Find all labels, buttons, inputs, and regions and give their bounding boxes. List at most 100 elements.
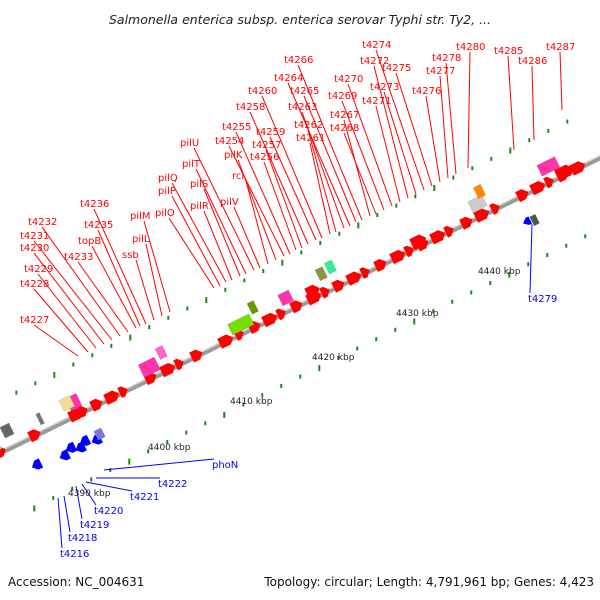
gene-label-t4260: t4260 (248, 86, 277, 97)
outer-dot (72, 362, 75, 367)
leader-line (81, 483, 97, 506)
map-title: Salmonella enterica subsp. enterica sero… (109, 12, 491, 27)
accession-label: Accession: NC_004631 (8, 575, 144, 589)
forward-gene-arrow (0, 446, 6, 458)
inner-dot (280, 383, 283, 388)
feature-box (314, 266, 328, 282)
leader-line (41, 226, 121, 337)
gene-label-phoN: phoN (212, 460, 238, 471)
leader-line (33, 252, 105, 345)
gene-label-t4227: t4227 (20, 315, 49, 326)
gene-label-t4235: t4235 (84, 220, 113, 231)
gene-label-t4279: t4279 (528, 294, 557, 305)
gene-label-t4266: t4266 (284, 55, 313, 66)
gene-label-t4276: t4276 (412, 86, 441, 97)
reverse-gene-arrow (59, 449, 71, 461)
feature-box (467, 194, 488, 213)
leader-line (425, 95, 441, 183)
leader-line (265, 149, 303, 249)
gene-label-t4272: t4272 (360, 56, 389, 67)
leader-line (85, 481, 133, 492)
gene-label-t4254: t4254 (215, 136, 244, 147)
leader-line (343, 119, 371, 217)
leader-line (235, 131, 291, 255)
feature-box (323, 259, 337, 275)
gene-label-t4228: t4228 (20, 279, 49, 290)
inner-dot (451, 299, 454, 304)
outer-dot (357, 222, 360, 229)
gene-label-pilP: pilP (158, 186, 176, 197)
forward-gene-arrow (489, 203, 500, 215)
inner-dot (337, 355, 340, 360)
gene-label-topB: topB (78, 236, 101, 247)
feature-box (277, 289, 295, 307)
reverse-gene-arrow (523, 216, 533, 225)
outer-dot (129, 334, 132, 341)
leader-line (341, 100, 385, 211)
leader-line (135, 259, 155, 321)
inner-dot (33, 505, 36, 512)
inner-dot (166, 439, 169, 444)
outer-dot (452, 175, 455, 180)
leader-line (103, 458, 215, 471)
forward-gene-arrow (429, 230, 446, 245)
leader-line (309, 142, 331, 235)
outer-dot (53, 371, 56, 378)
forward-gene-arrow (261, 312, 278, 328)
outer-dot (224, 287, 227, 292)
inner-dot (375, 337, 378, 342)
leader-line (287, 82, 351, 227)
forward-gene-arrow (89, 398, 103, 412)
feature-box (0, 422, 15, 439)
gene-label-t4218: t4218 (68, 533, 97, 544)
forward-gene-arrow (117, 386, 128, 398)
leader-line (233, 206, 261, 269)
outer-dot (186, 306, 189, 311)
inner-dot (52, 496, 55, 501)
outer-dot (338, 231, 341, 236)
leader-line (63, 495, 71, 533)
forward-gene-arrow (554, 164, 573, 182)
gene-label-t4255: t4255 (222, 122, 251, 133)
gene-label-t4219: t4219 (80, 520, 109, 531)
gene-label-rci: rci (232, 171, 244, 182)
scale-tick-label: 4440 kbp (478, 267, 521, 277)
leader-line (303, 95, 357, 223)
forward-gene-arrow (103, 390, 120, 405)
gene-label-t4229: t4229 (24, 264, 53, 275)
gene-label-t4220: t4220 (94, 506, 123, 517)
forward-gene-arrow (345, 271, 362, 286)
leader-line (97, 229, 141, 327)
feature-box (137, 356, 161, 378)
feature-box (154, 344, 168, 360)
gene-label-t4261: t4261 (296, 133, 325, 144)
inner-dot (318, 365, 321, 372)
gene-label-t4270: t4270 (334, 74, 363, 85)
leader-line (245, 180, 269, 265)
outer-dot (547, 128, 550, 133)
scale-tick-label: 4430 kbp (396, 309, 439, 319)
outer-dot (281, 259, 284, 266)
gene-label-pilU: pilU (180, 138, 199, 149)
gene-label-t4230: t4230 (20, 243, 49, 254)
gene-label-pilM: pilM (130, 211, 151, 222)
gene-label-t4258: t4258 (236, 102, 265, 113)
inner-dot (261, 393, 264, 398)
gene-label-t4263: t4263 (288, 102, 317, 113)
leader-line (307, 129, 337, 233)
leader-line (373, 65, 409, 199)
outer-dot (433, 184, 436, 191)
leader-line (33, 240, 113, 341)
forward-gene-arrow (189, 349, 203, 363)
gene-label-t4222: t4222 (158, 479, 187, 490)
gene-label-t4287: t4287 (546, 42, 575, 53)
outer-dot (205, 297, 208, 304)
forward-gene-arrow (27, 429, 41, 443)
leader-line (269, 136, 317, 241)
scale-tick-labels: 4390 kbp 4400 kbp 4410 kbp 4420 kbp 4430 kbp… (68, 267, 521, 499)
gene-label-t4257: t4257 (252, 140, 281, 151)
forward-gene-arrow (331, 279, 345, 293)
forward-gene-arrow (529, 180, 546, 196)
reverse-gene-arrow (75, 441, 87, 453)
